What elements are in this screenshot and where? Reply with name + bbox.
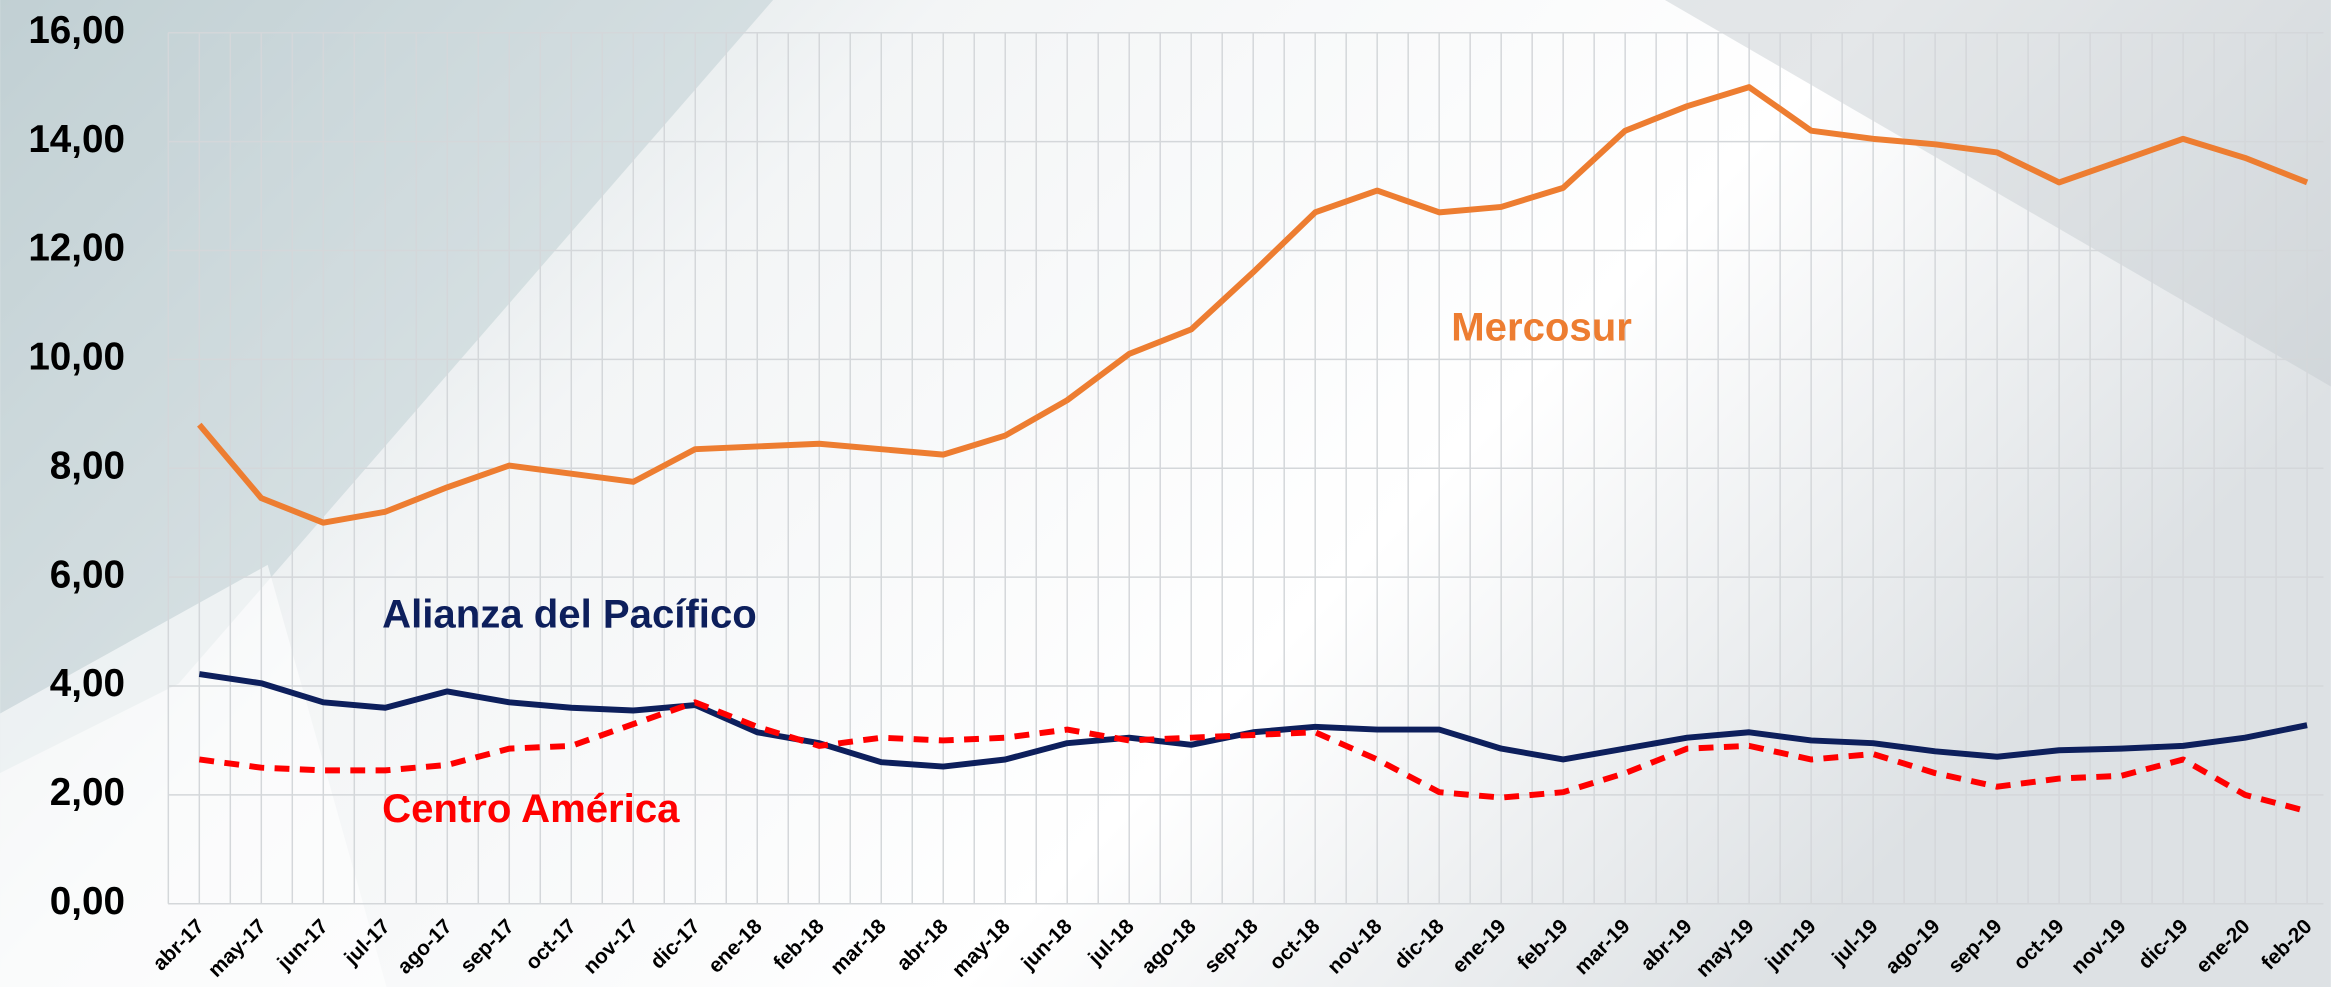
- y-tick-label: 8,00: [50, 444, 125, 487]
- series-label: Centro América: [382, 786, 680, 831]
- series-label: Mercosur: [1451, 305, 1632, 350]
- y-tick-label: 2,00: [50, 771, 125, 814]
- y-tick-label: 12,00: [28, 227, 125, 270]
- background-shape: [0, 0, 774, 773]
- y-tick-label: 14,00: [28, 118, 125, 161]
- y-tick-label: 0,00: [50, 880, 125, 923]
- y-tick-label: 10,00: [28, 336, 125, 379]
- line-series: [198, 699, 2308, 815]
- y-tick-label: 4,00: [50, 662, 125, 705]
- background-shape: [1664, 0, 2331, 387]
- series-label: Alianza del Pacífico: [382, 591, 757, 636]
- line-series: [197, 84, 2309, 526]
- background-shape: [0, 564, 387, 987]
- plot: [197, 84, 2309, 815]
- grid: [167, 31, 2324, 905]
- y-tick-label: 6,00: [50, 553, 125, 596]
- y-tick-label: 16,00: [28, 9, 125, 52]
